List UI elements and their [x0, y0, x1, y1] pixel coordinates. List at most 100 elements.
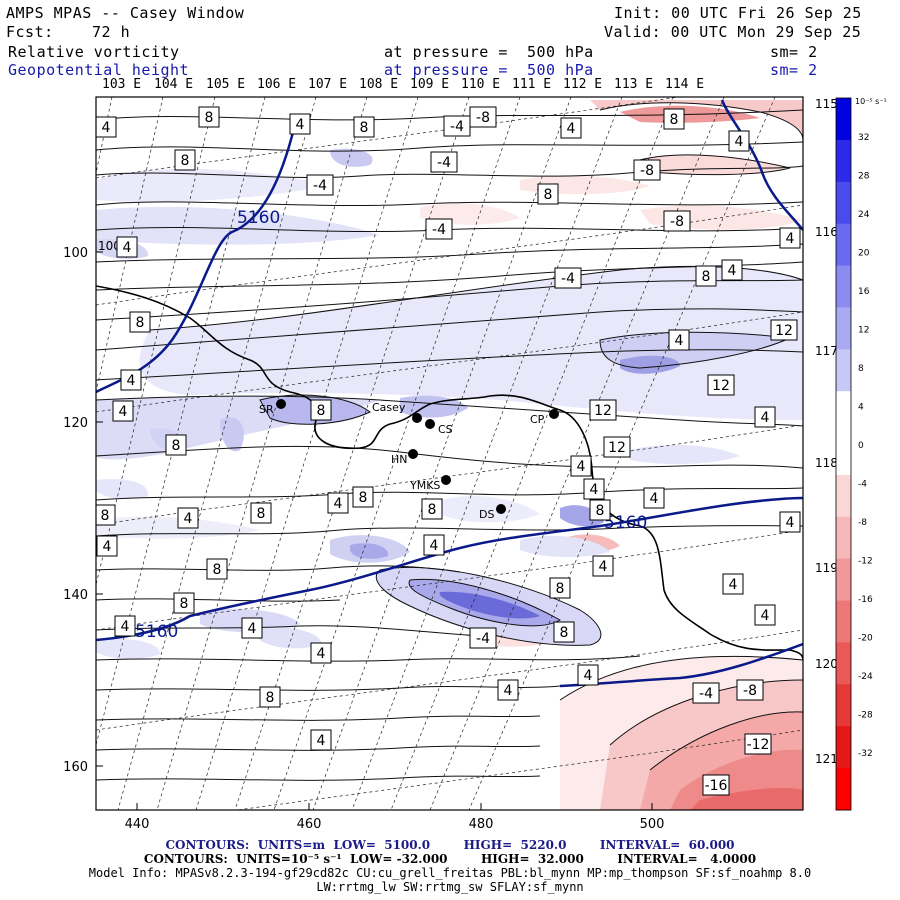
svg-text:12: 12	[608, 440, 626, 456]
coastline	[96, 285, 803, 661]
valid-time: Valid: 00 UTC Mon 29 Sep 25	[604, 23, 862, 41]
svg-text:-28: -28	[858, 711, 873, 721]
height-label-5160-a: 5160	[237, 208, 280, 228]
svg-text:-12: -12	[858, 557, 873, 567]
vorticity-label: 4	[779, 511, 801, 533]
svg-text:160: 160	[63, 760, 88, 775]
svg-text:4: 4	[119, 404, 128, 420]
field2-name: Geopotential height	[8, 61, 190, 79]
svg-text:8: 8	[205, 110, 214, 126]
field1-level: at pressure = 500 hPa	[384, 43, 594, 61]
field1-name: Relative vorticity	[8, 43, 180, 61]
svg-text:Casey: Casey	[372, 401, 406, 414]
vorticity-label: 8	[96, 504, 116, 526]
svg-text:-16: -16	[858, 595, 873, 605]
svg-text:12: 12	[712, 378, 730, 394]
svg-text:8: 8	[556, 581, 565, 597]
svg-text:YMKS: YMKS	[409, 479, 440, 492]
station-sr: SR	[259, 399, 286, 416]
vorticity-label: 4	[114, 615, 136, 637]
svg-text:8: 8	[596, 503, 605, 519]
vorticity-label: -8	[469, 106, 497, 128]
vorticity-label: 4	[728, 130, 750, 152]
svg-text:8: 8	[359, 490, 368, 506]
svg-text:-4: -4	[313, 178, 327, 194]
vorticity-label: -8	[663, 210, 691, 232]
model-title: AMPS MPAS -- Casey Window	[6, 4, 245, 22]
vorticity-label: 4	[643, 487, 665, 509]
vorticity-colorbar: 10⁻⁵ s⁻¹ 32 28 24 20 16 12 8 4 0 -4 -8 -12 -16 -20 -24 -…	[835, 97, 887, 811]
svg-text:-4: -4	[432, 222, 446, 238]
svg-text:4: 4	[735, 134, 744, 150]
svg-text:460: 460	[297, 817, 322, 832]
vorticity-label: 4	[497, 679, 519, 701]
svg-text:4: 4	[184, 511, 193, 527]
vorticity-label: 8	[250, 502, 272, 524]
svg-text:4: 4	[296, 117, 305, 133]
plot-frame	[95, 96, 804, 811]
svg-text:4: 4	[102, 120, 111, 136]
vorticity-label: 8	[174, 149, 196, 171]
svg-text:8: 8	[101, 508, 110, 524]
vorticity-label: 4	[583, 478, 605, 500]
svg-text:-4: -4	[437, 155, 451, 171]
top-longitude-label: 107 E	[308, 77, 348, 92]
svg-text:-8: -8	[476, 110, 490, 126]
top-longitude-label: 111 E	[512, 77, 552, 92]
svg-text:8: 8	[560, 625, 569, 641]
vorticity-label: 8	[352, 486, 374, 508]
vorticity-label: 4	[120, 369, 142, 391]
positive-vorticity-shading	[96, 148, 803, 660]
svg-text:8: 8	[181, 153, 190, 169]
physics-info: LW:rrtmg_lw SW:rrtmg_sw SFLAY:sf_mynn	[316, 880, 584, 894]
svg-text:4: 4	[567, 121, 576, 137]
svg-text:4: 4	[584, 668, 593, 684]
svg-text:8: 8	[544, 187, 553, 203]
vorticity-label: 8	[589, 499, 611, 521]
vorticity-label: -8	[736, 679, 764, 701]
svg-text:480: 480	[469, 817, 494, 832]
height-contour-info: CONTOURS: UNITS=m LOW= 5100.0 HIGH= 5220…	[165, 838, 735, 852]
forecast-label: Fcst:	[6, 23, 54, 41]
svg-text:4: 4	[248, 621, 257, 637]
top-longitude-label: 114 E	[665, 77, 705, 92]
svg-text:-12: -12	[747, 737, 770, 753]
svg-text:8: 8	[180, 596, 189, 612]
vorticity-label: -16	[702, 774, 730, 796]
top-longitude-label: 106 E	[257, 77, 297, 92]
top-longitude-label: 112 E	[563, 77, 603, 92]
vorticity-label: 12	[770, 319, 798, 341]
vorticity-label: 12	[707, 374, 735, 396]
svg-text:12: 12	[775, 323, 793, 339]
vorticity-label: 8	[537, 183, 559, 205]
top-longitude-label: 110 E	[461, 77, 501, 92]
svg-text:100: 100	[63, 246, 88, 261]
top-longitude-label: 113 E	[614, 77, 654, 92]
vorticity-label: -4	[692, 682, 720, 704]
svg-text:8: 8	[213, 562, 222, 578]
svg-text:10⁻⁵ s⁻¹: 10⁻⁵ s⁻¹	[855, 97, 887, 106]
svg-text:4: 4	[121, 619, 130, 635]
vorticity-label: 8	[165, 434, 187, 456]
svg-text:4: 4	[504, 683, 513, 699]
svg-text:8: 8	[172, 438, 181, 454]
vorticity-label: 4	[668, 329, 690, 351]
svg-text:8: 8	[136, 315, 145, 331]
model-info: Model Info: MPASv8.2.3-194-gf29cd82c CU:…	[88, 866, 812, 880]
svg-text:8: 8	[702, 269, 711, 285]
vorticity-label: 4	[721, 259, 743, 281]
svg-text:-20: -20	[858, 634, 873, 644]
geopotential-height-contours	[96, 99, 803, 688]
svg-text:-4: -4	[561, 271, 575, 287]
vorticity-label: -8	[633, 159, 661, 181]
vorticity-label: 4	[423, 534, 445, 556]
vorticity-label: -4	[430, 151, 458, 173]
vorticity-label: 4	[310, 642, 332, 664]
vorticity-label: 4	[112, 400, 134, 422]
svg-text:SR: SR	[259, 403, 274, 416]
station-ymks: YMKS	[409, 475, 451, 492]
svg-text:4: 4	[127, 373, 136, 389]
svg-text:12: 12	[858, 326, 869, 336]
vorticity-label: 4	[177, 507, 199, 529]
